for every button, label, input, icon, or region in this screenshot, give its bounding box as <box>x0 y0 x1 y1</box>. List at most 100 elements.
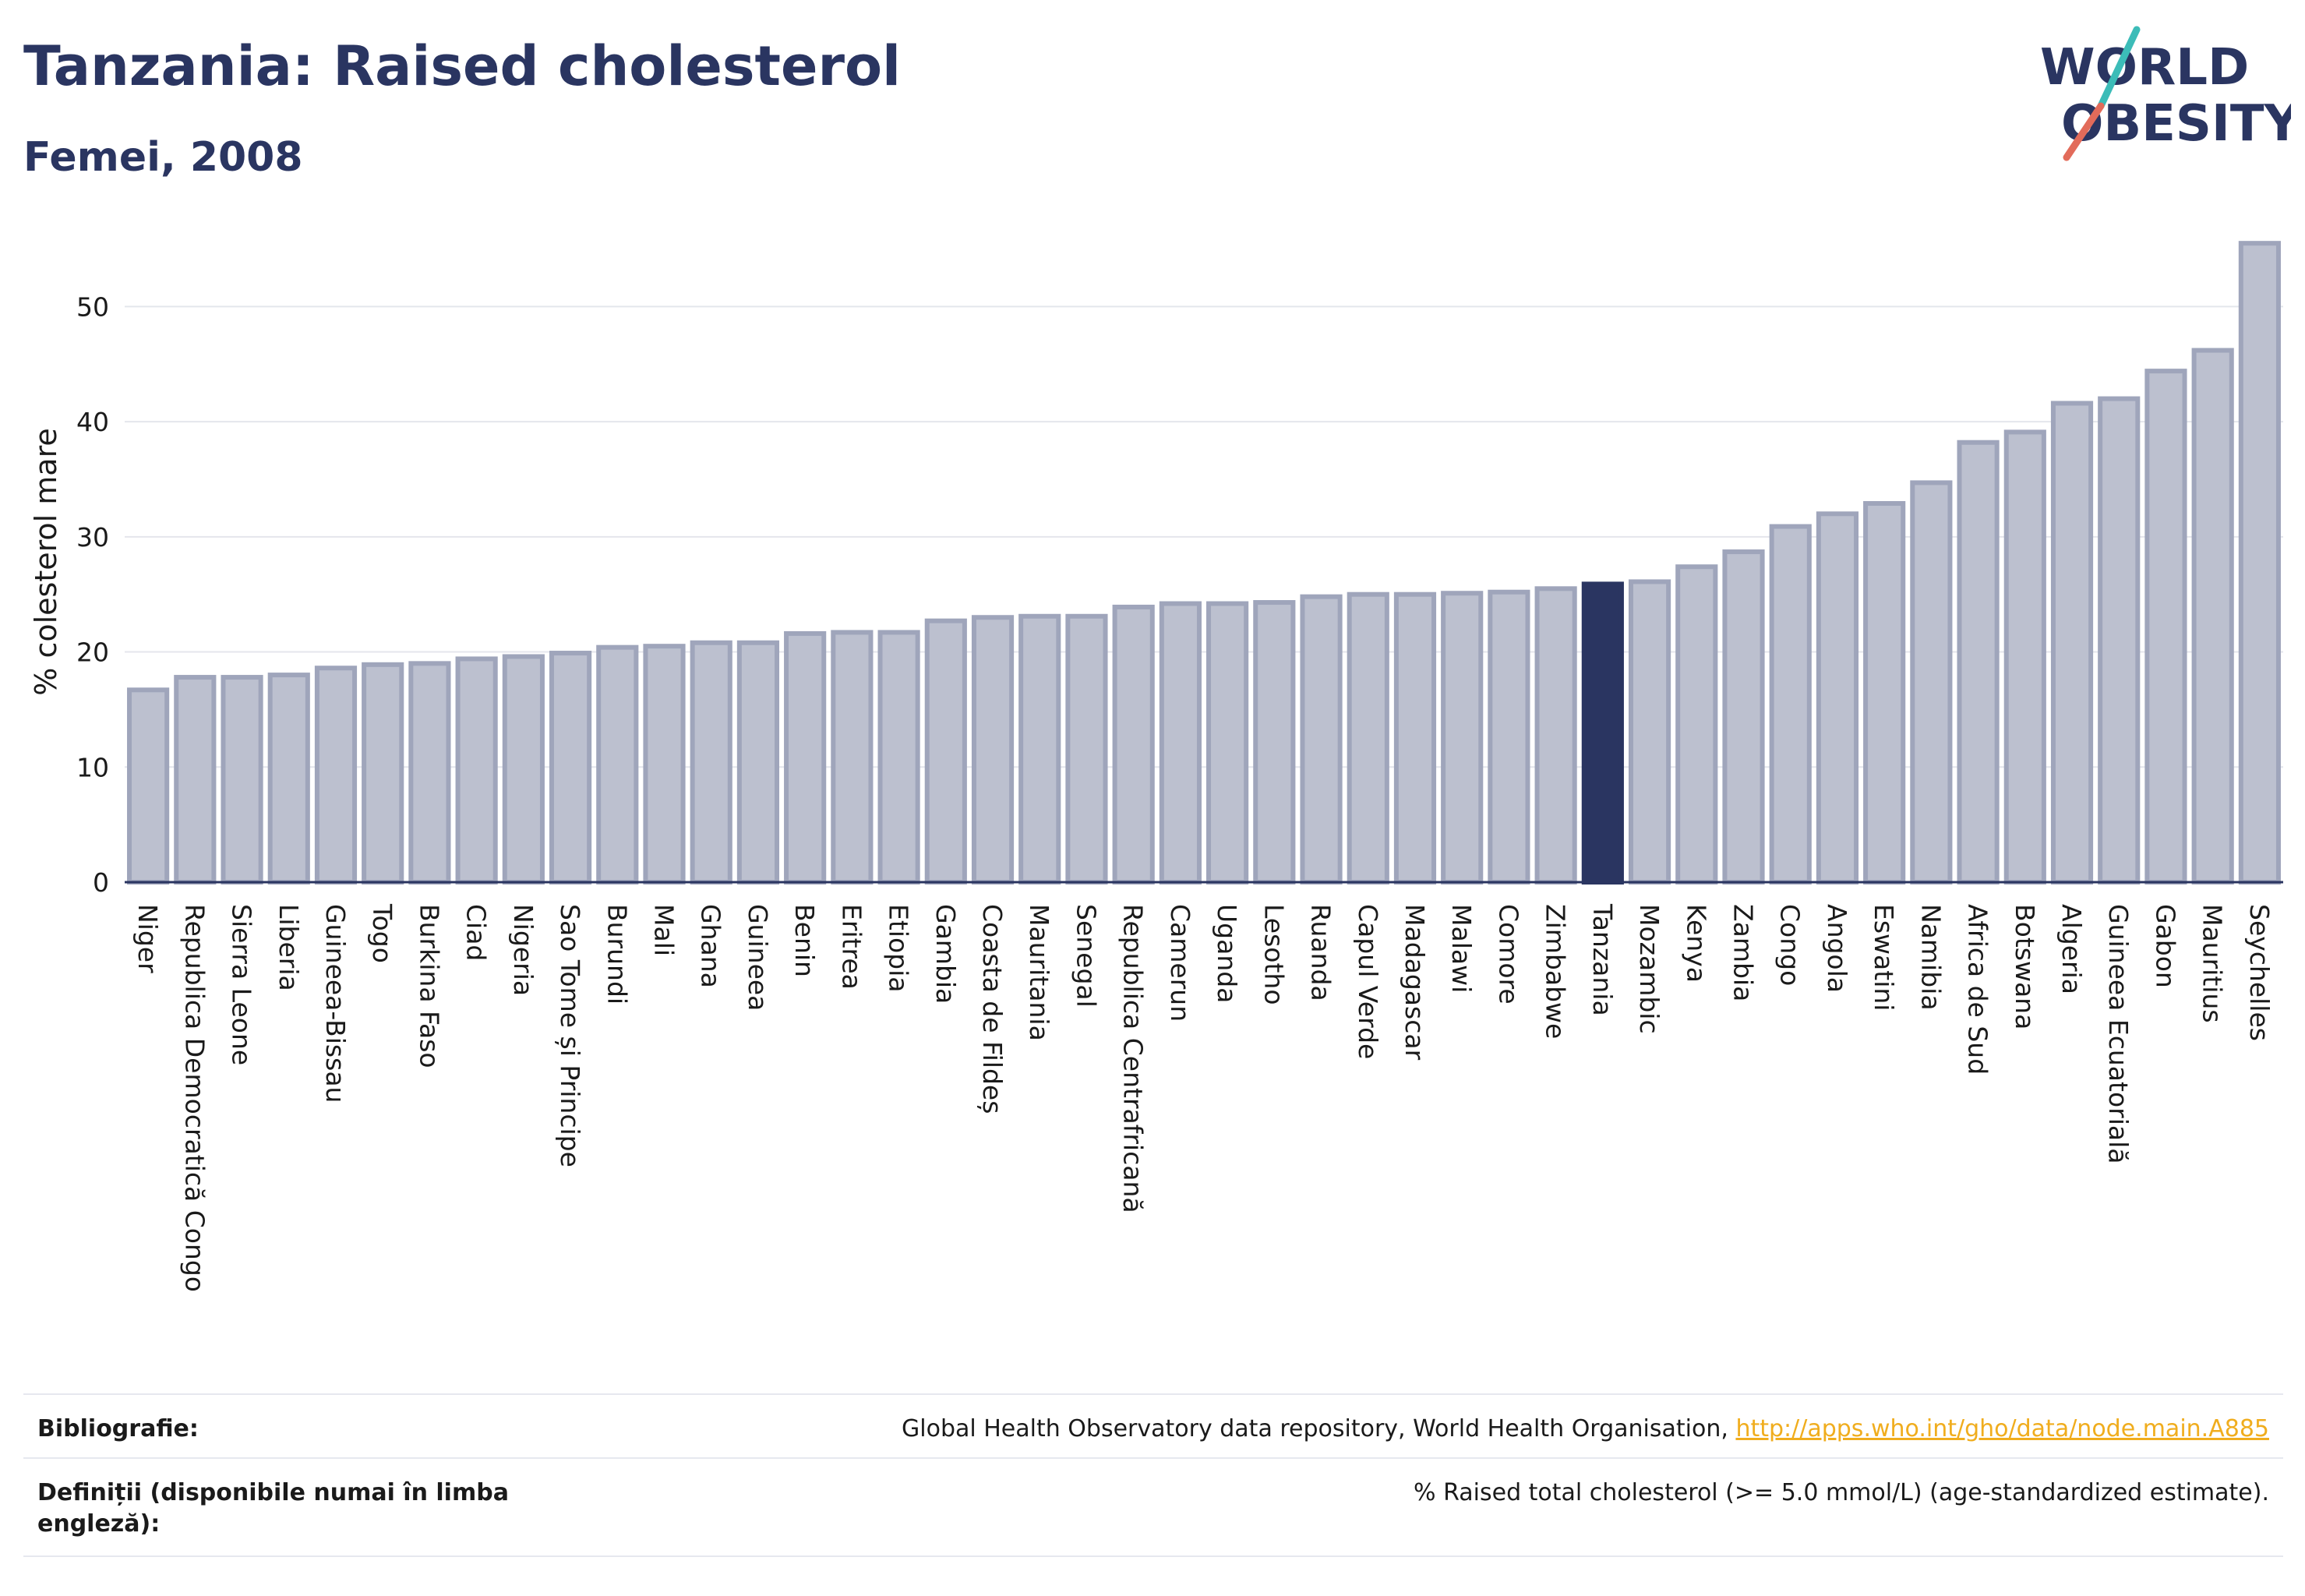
footer-divider-top <box>23 1393 2283 1395</box>
x-tick-label: Mauritania <box>1024 904 1054 1041</box>
bar-burkina-faso[interactable] <box>408 661 451 885</box>
x-tick-label: Senegal <box>1071 904 1101 1008</box>
logo-line1: WORLD <box>2040 39 2249 97</box>
bar-lesotho[interactable] <box>1253 600 1296 885</box>
x-tick-label: Gambia <box>930 904 961 1004</box>
bibliography-text: Global Health Observatory data repositor… <box>902 1415 1736 1442</box>
x-tick-label: Mali <box>649 904 679 956</box>
x-tick-label: Camerun <box>1165 904 1195 1022</box>
bar-africa-de-sud[interactable] <box>1957 440 2000 885</box>
x-tick-label: Eswatini <box>1869 904 1899 1011</box>
bar-ghana[interactable] <box>690 640 732 885</box>
bar-chart: 0 10 20 30 40 50 Niger Republica Democratică C… <box>29 241 2283 1292</box>
bibliography-link[interactable]: http://apps.who.int/gho/data/node.main.A… <box>1735 1415 2269 1442</box>
bar-botswana[interactable] <box>2003 429 2046 885</box>
bar-namibia[interactable] <box>1910 480 1953 885</box>
bar-eswatini[interactable] <box>1863 501 1906 885</box>
bar-eritrea[interactable] <box>831 630 874 885</box>
x-tick-label: Congo <box>1775 904 1806 986</box>
bar-liberia[interactable] <box>267 673 310 885</box>
bar-malawi[interactable] <box>1441 591 1484 885</box>
bar-uganda[interactable] <box>1206 601 1249 885</box>
bar-guineea-bissau[interactable] <box>314 666 358 885</box>
bar-republica-democratică-congo[interactable] <box>174 675 217 885</box>
page-title: Tanzania: Raised cholesterol <box>23 34 902 98</box>
bar-zimbabwe[interactable] <box>1534 586 1577 885</box>
x-tick-label: Sierra Leone <box>227 904 257 1065</box>
bar-mozambic[interactable] <box>1628 579 1671 885</box>
x-tick-label: Ciad <box>461 904 492 961</box>
x-tick-label: Eritrea <box>836 904 867 990</box>
bar-guineea-ecuatorială[interactable] <box>2098 396 2141 885</box>
bar-congo[interactable] <box>1769 524 1812 885</box>
x-tick-label: Ghana <box>696 904 726 988</box>
bar-niger[interactable] <box>127 687 170 885</box>
bar-senegal[interactable] <box>1065 613 1108 885</box>
x-tick-label: Burkina Faso <box>414 904 444 1068</box>
bar-sierra-leone[interactable] <box>221 675 263 885</box>
footer-divider-bottom <box>23 1555 2283 1557</box>
y-tick-label: 0 <box>93 867 109 898</box>
x-tick-label: Gabon <box>2150 904 2180 988</box>
x-tick-label: Coasta de Fildeș <box>977 904 1008 1114</box>
bar-camerun[interactable] <box>1159 601 1202 885</box>
bar-ciad[interactable] <box>455 656 498 885</box>
definitions-value: % Raised total cholesterol (>= 5.0 mmol/… <box>1414 1479 2269 1506</box>
x-tick-label: Angola <box>1822 904 1852 993</box>
x-tick-label: Mauritius <box>2197 904 2228 1023</box>
x-tick-label: Zimbabwe <box>1541 904 1571 1039</box>
x-tick-label: Capul Verde <box>1353 904 1383 1059</box>
bar-mauritania[interactable] <box>1018 613 1061 885</box>
x-tick-label: Africa de Sud <box>1963 904 1993 1075</box>
bar-coasta-de-fildeș[interactable] <box>971 615 1015 885</box>
bar-sao-tome-și-principe[interactable] <box>549 651 592 885</box>
definitions-label: Definiții (disponibile numai în limba en… <box>37 1479 509 1538</box>
x-tick-label: Seychelles <box>2244 904 2275 1041</box>
x-tick-label: Sao Tome și Principe <box>555 904 585 1167</box>
bibliography-value: Global Health Observatory data repositor… <box>902 1414 2269 1445</box>
bar-gabon[interactable] <box>2144 369 2187 885</box>
x-tick-label: Botswana <box>2010 904 2040 1029</box>
bar-tanzania[interactable] <box>1581 581 1624 885</box>
bar-mali[interactable] <box>643 644 686 885</box>
x-tick-label: Namibia <box>1915 904 1946 1011</box>
bar-madagascar[interactable] <box>1393 591 1437 885</box>
x-tick-label: Malawi <box>1446 904 1477 993</box>
x-tick-label: Guineea <box>743 904 773 1011</box>
logo-slash-coral <box>2063 102 2105 161</box>
bar-benin[interactable] <box>784 630 827 885</box>
bar-burundi[interactable] <box>596 644 639 885</box>
bar-comore[interactable] <box>1488 589 1530 885</box>
page-subtitle: Femei, 2008 <box>23 134 303 181</box>
bar-togo[interactable] <box>362 662 404 885</box>
footer-definitions: Definiții (disponibile numai în limba en… <box>23 1467 2283 1552</box>
x-tick-label: Lesotho <box>1258 904 1289 1005</box>
x-tick-label: Togo <box>367 903 397 963</box>
x-tick-label: Nigeria <box>508 904 538 996</box>
bars <box>127 241 2281 885</box>
bar-seychelles[interactable] <box>2238 241 2281 885</box>
bar-kenya[interactable] <box>1675 564 1718 885</box>
bar-ruanda[interactable] <box>1300 594 1343 885</box>
x-tick-label: Algeria <box>2056 904 2087 994</box>
bar-angola[interactable] <box>1816 511 1859 885</box>
bar-nigeria[interactable] <box>502 654 545 885</box>
bar-algeria[interactable] <box>2050 401 2094 885</box>
x-tick-label: Republica Democratică Congo <box>179 904 210 1292</box>
y-tick-label: 40 <box>76 407 109 437</box>
bar-gambia[interactable] <box>924 618 967 885</box>
y-tick-label: 10 <box>76 752 109 782</box>
x-tick-label: Republica Centrafricană <box>1118 904 1149 1213</box>
bar-mauritius[interactable] <box>2191 348 2234 885</box>
bar-capul-verde[interactable] <box>1347 591 1389 885</box>
x-tick-label: Niger <box>132 904 163 973</box>
bar-guineea[interactable] <box>736 640 780 885</box>
x-tick-label: Benin <box>789 904 820 977</box>
bar-zambia[interactable] <box>1722 549 1765 885</box>
x-tick-label: Guineea Ecuatorială <box>2103 904 2134 1164</box>
bar-etiopia[interactable] <box>877 630 920 885</box>
x-tick-label: Madagascar <box>1400 904 1430 1061</box>
bar-republica-centrafricană[interactable] <box>1112 604 1155 885</box>
world-obesity-logo: WORLD OBESITY <box>2040 26 2291 161</box>
y-tick-labels: 0 10 20 30 40 50 <box>76 291 109 898</box>
